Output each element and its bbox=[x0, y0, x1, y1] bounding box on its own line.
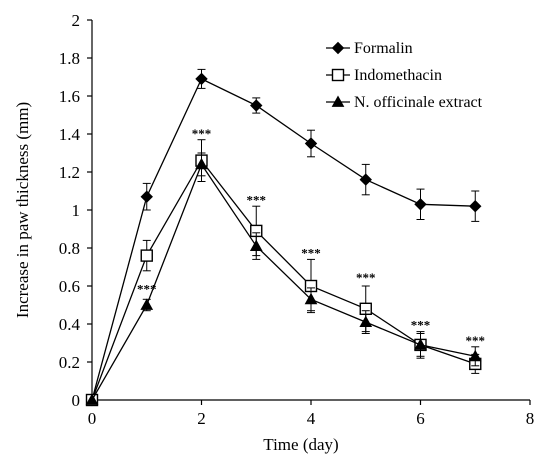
marker-diamond bbox=[195, 72, 208, 86]
marker-triangle bbox=[359, 315, 373, 327]
y-tick-label: 0.2 bbox=[59, 353, 80, 372]
x-tick-label: 4 bbox=[307, 409, 316, 428]
series-2 bbox=[85, 152, 482, 405]
y-tick-label: 1.4 bbox=[59, 125, 81, 144]
significance-label: *** bbox=[247, 192, 267, 207]
marker-triangle bbox=[249, 239, 263, 251]
significance-label: *** bbox=[411, 318, 431, 333]
y-tick-label: 1.6 bbox=[59, 87, 80, 106]
legend-entry-1: Indomethacin bbox=[326, 67, 442, 84]
plot-area: *** *** *** *** *** *** *** bbox=[85, 68, 486, 407]
y-tick-label: 0 bbox=[72, 391, 81, 410]
marker-triangle bbox=[140, 298, 154, 310]
axes: 0 0.2 0.4 0.6 0.8 1 1.2 1.4 1.6 1.8 2 0 2 4 6 8 Time (da… bbox=[13, 11, 534, 454]
x-tick-label: 6 bbox=[416, 409, 425, 428]
legend-entry-0: Formalin bbox=[326, 40, 413, 57]
legend-label: N. officinale extract bbox=[354, 94, 483, 111]
y-tick-label: 1 bbox=[72, 201, 81, 220]
marker-diamond bbox=[331, 41, 345, 55]
marker-triangle bbox=[85, 393, 99, 405]
series-line bbox=[91, 78, 476, 401]
legend: Formalin Indomethacin N. officinale extrac… bbox=[326, 40, 483, 111]
significance-label: *** bbox=[137, 282, 157, 297]
marker-triangle bbox=[304, 292, 318, 305]
marker-diamond bbox=[414, 198, 427, 211]
marker-diamond bbox=[140, 190, 153, 203]
y-tick-label: 1.8 bbox=[59, 49, 80, 68]
y-tick-label: 0.8 bbox=[59, 239, 80, 258]
marker-triangle bbox=[468, 349, 482, 362]
marker-square bbox=[140, 249, 153, 262]
legend-label: Indomethacin bbox=[354, 67, 442, 84]
y-tick-label: 0.6 bbox=[59, 277, 80, 296]
x-tick-label: 8 bbox=[526, 409, 535, 428]
marker-diamond bbox=[359, 173, 372, 186]
marker-triangle bbox=[195, 157, 208, 170]
marker-square bbox=[331, 68, 345, 82]
significance-label: *** bbox=[466, 333, 486, 348]
series-line bbox=[91, 159, 476, 401]
series-line bbox=[91, 163, 476, 401]
series-0 bbox=[85, 68, 482, 407]
significance-label: *** bbox=[192, 126, 212, 141]
x-axis-title: Time (day) bbox=[263, 435, 338, 454]
legend-entry-2: N. officinale extract bbox=[326, 94, 483, 111]
x-tick-label: 2 bbox=[197, 409, 206, 428]
marker-diamond bbox=[250, 99, 263, 112]
significance-label: *** bbox=[301, 246, 321, 261]
marker-triangle bbox=[414, 338, 427, 350]
y-tick-label: 0.4 bbox=[59, 315, 81, 334]
significance-label: *** bbox=[356, 270, 376, 285]
y-axis-title: Increase in paw thickness (mm) bbox=[13, 102, 32, 318]
legend-label: Formalin bbox=[354, 40, 413, 57]
marker-diamond bbox=[304, 137, 318, 150]
x-tick-label: 0 bbox=[88, 409, 97, 428]
y-tick-label: 2 bbox=[72, 11, 81, 30]
y-tick-label: 1.2 bbox=[59, 163, 80, 182]
marker-triangle bbox=[331, 95, 345, 107]
marker-diamond bbox=[469, 199, 482, 213]
